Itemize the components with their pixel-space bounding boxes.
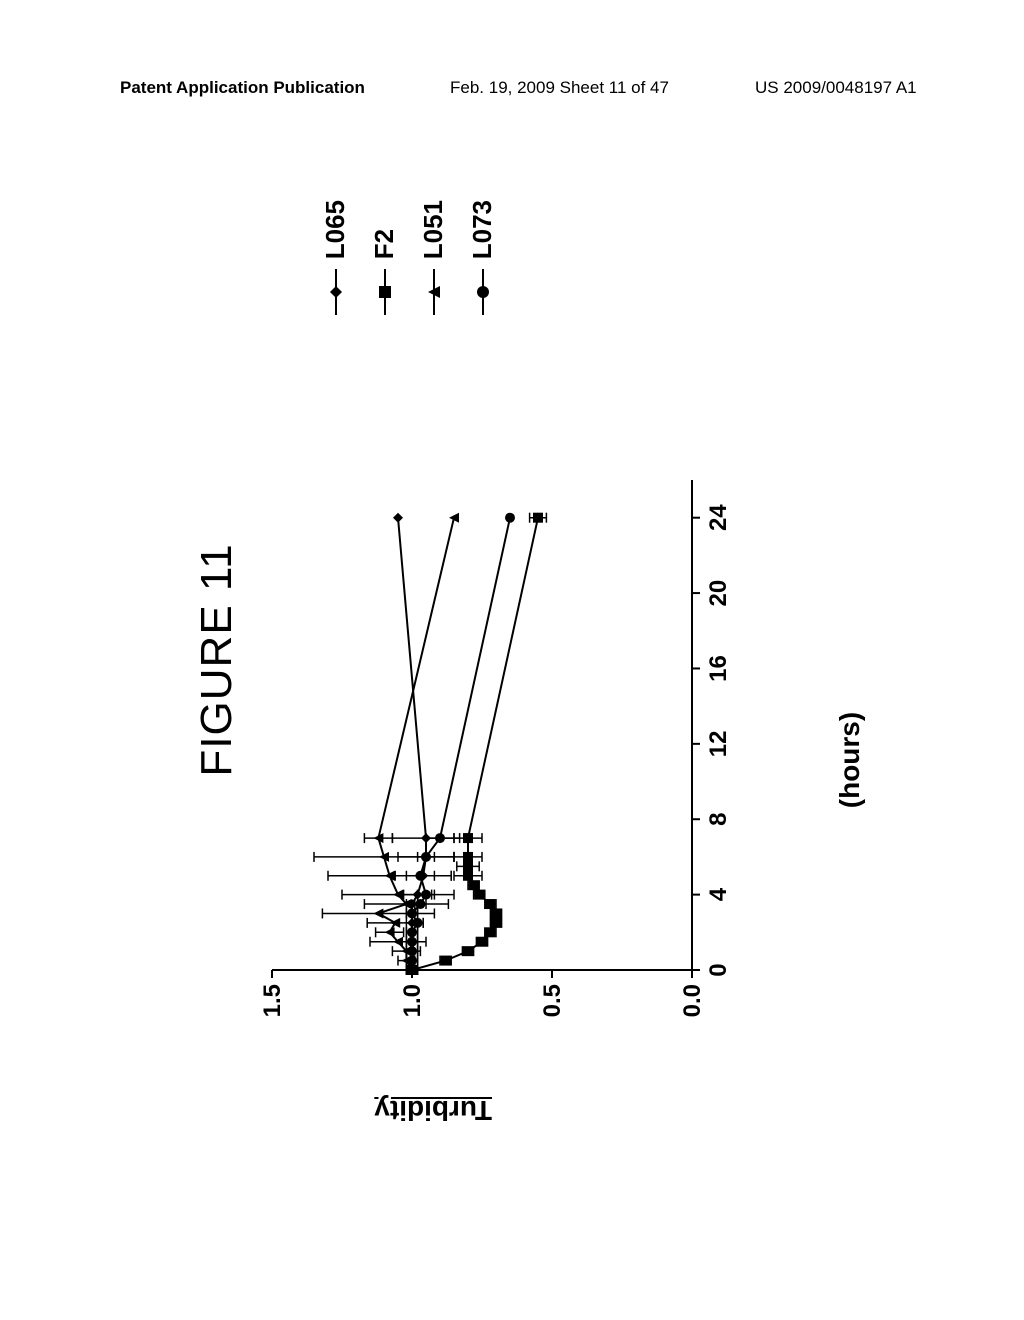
- legend-label: L065: [320, 200, 351, 259]
- chart-area: Turbidity 048121620240.00.51.01.5 L065F2…: [262, 210, 822, 1110]
- legend-label: F2: [369, 229, 400, 259]
- svg-text:0.0: 0.0: [679, 984, 706, 1017]
- figure-container: FIGURE 11 Turbidity 048121620240.00.51.0…: [192, 210, 832, 1110]
- svg-text:1.0: 1.0: [399, 984, 426, 1017]
- header-mid: Feb. 19, 2009 Sheet 11 of 47: [450, 78, 669, 98]
- legend-item: F2: [369, 200, 400, 315]
- svg-text:4: 4: [705, 887, 732, 901]
- legend-item: L073: [467, 200, 498, 315]
- svg-text:0: 0: [705, 963, 732, 976]
- legend-marker-line: [384, 269, 386, 315]
- legend-item: L065: [320, 200, 351, 315]
- svg-text:24: 24: [705, 504, 732, 531]
- legend: L065 F2 L051 L073: [302, 200, 516, 315]
- svg-text:20: 20: [705, 580, 732, 607]
- legend-marker-line: [335, 269, 337, 315]
- y-axis-label: Turbidity: [374, 1094, 492, 1126]
- legend-label: L073: [467, 200, 498, 259]
- header-left: Patent Application Publication: [120, 78, 365, 98]
- header-right: US 2009/0048197 A1: [755, 78, 917, 98]
- legend-item: L051: [418, 200, 449, 315]
- y-axis-label-text: Turbidity: [374, 1095, 492, 1126]
- svg-text:12: 12: [705, 730, 732, 757]
- chart-svg: 0 4 8 12 16 20 24 0.0 0.5 1.0 1.5: [262, 470, 742, 1030]
- x-axis-label: (hours): [834, 490, 866, 1030]
- legend-label: L051: [418, 200, 449, 259]
- svg-text:16: 16: [705, 655, 732, 682]
- legend-marker-line: [482, 269, 484, 315]
- legend-marker-line: [433, 269, 435, 315]
- svg-text:8: 8: [705, 813, 732, 826]
- svg-text:0.5: 0.5: [539, 984, 566, 1017]
- svg-text:1.5: 1.5: [262, 984, 286, 1017]
- figure-title: FIGURE 11: [192, 210, 242, 1110]
